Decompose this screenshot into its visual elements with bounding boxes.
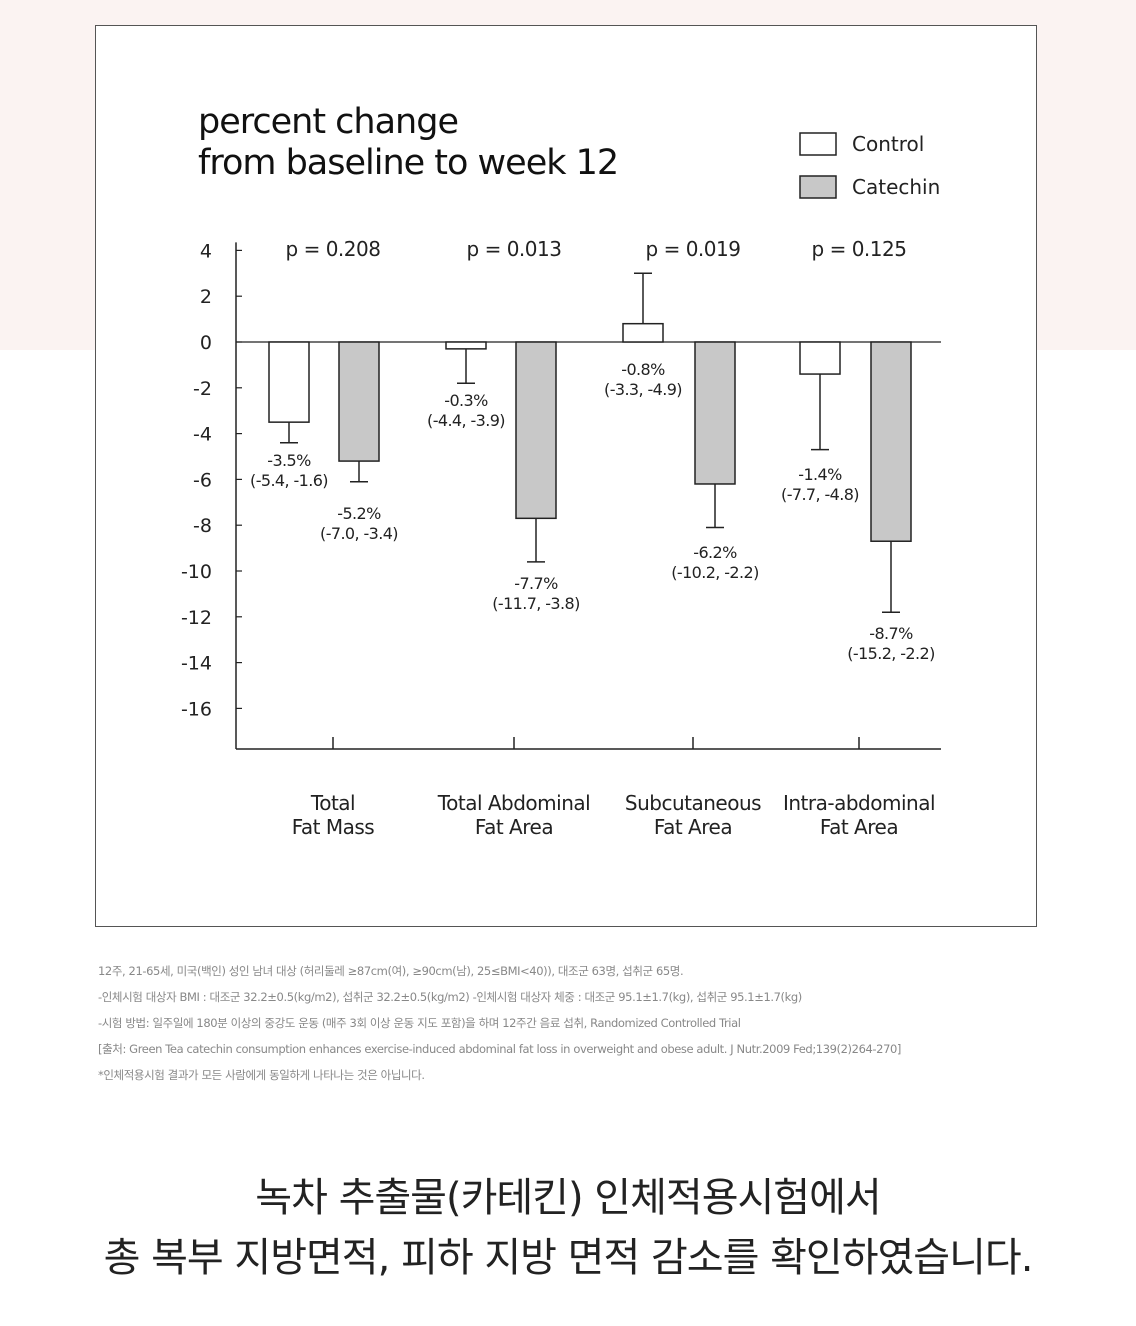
x-tick-label: Total Abdominal bbox=[437, 791, 590, 815]
bar-control bbox=[268, 341, 310, 423]
y-tick-label: 0 bbox=[200, 332, 212, 354]
y-tick-label: -10 bbox=[181, 561, 212, 583]
footnotes: 12주, 21-65세, 미국(백인) 성인 남녀 대상 (허리둘레 ≥87cm… bbox=[98, 958, 1098, 1088]
x-tick-label: Fat Area bbox=[475, 815, 553, 839]
y-tick-label: -4 bbox=[193, 424, 212, 446]
p-value-label: p = 0.019 bbox=[646, 237, 741, 261]
chart-card: percent change from baseline to week 12 … bbox=[95, 25, 1037, 927]
bar-control bbox=[799, 341, 841, 375]
x-tick-label: Intra-abdominal bbox=[783, 791, 935, 815]
legend-swatch-catechin bbox=[799, 175, 837, 199]
data-label: (-15.2, -2.2) bbox=[847, 644, 934, 663]
data-label: -0.8% bbox=[621, 360, 665, 379]
y-tick-label: 4 bbox=[200, 240, 212, 262]
x-tick-label: Fat Area bbox=[820, 815, 898, 839]
headline: 녹차 추출물(카테킨) 인체적용시험에서 총 복부 지방면적, 피하 지방 면적… bbox=[0, 1168, 1136, 1288]
footnote-disclaimer: *인체적용시험 결과가 모든 사람에게 동일하게 나타나는 것은 아닙니다. bbox=[98, 1068, 425, 1082]
data-label: -5.2% bbox=[337, 504, 381, 523]
y-tick-label: -14 bbox=[181, 653, 212, 675]
bar-catechin bbox=[870, 341, 912, 542]
data-label: (-7.7, -4.8) bbox=[781, 485, 859, 504]
data-label: -7.7% bbox=[514, 574, 558, 593]
headline-line-1: 녹차 추출물(카테킨) 인체적용시험에서 bbox=[255, 1175, 881, 1221]
y-tick-label: -12 bbox=[181, 607, 212, 629]
x-tick-label: Fat Area bbox=[654, 815, 732, 839]
data-label: -0.3% bbox=[444, 391, 488, 410]
y-tick-label: -16 bbox=[181, 698, 212, 720]
chart-title-line-2: from baseline to week 12 bbox=[198, 143, 619, 183]
y-tick-label: -2 bbox=[193, 378, 212, 400]
data-label: (-10.2, -2.2) bbox=[671, 563, 758, 582]
p-value-label: p = 0.208 bbox=[286, 237, 381, 261]
chart-title: percent change from baseline to week 12 bbox=[198, 102, 758, 184]
footnote-study-design: 12주, 21-65세, 미국(백인) 성인 남녀 대상 (허리둘레 ≥87cm… bbox=[98, 964, 684, 978]
bar-catechin bbox=[515, 341, 557, 520]
data-label: (-5.4, -1.6) bbox=[250, 471, 328, 490]
data-label: (-3.3, -4.9) bbox=[604, 380, 682, 399]
data-label: -8.7% bbox=[869, 624, 913, 643]
p-value-label: p = 0.125 bbox=[812, 237, 907, 261]
headline-line-2: 총 복부 지방면적, 피하 지방 면적 감소를 확인하였습니다. bbox=[103, 1235, 1034, 1281]
legend-label-control: Control bbox=[852, 132, 924, 156]
footnote-method: -시험 방법: 일주일에 180분 이상의 중강도 운동 (매주 3회 이상 운… bbox=[98, 1016, 741, 1030]
legend-label-catechin: Catechin bbox=[852, 175, 940, 199]
chart-title-line-1: percent change bbox=[198, 102, 459, 142]
bar-catechin bbox=[338, 341, 380, 462]
x-tick-label: Fat Mass bbox=[292, 815, 375, 839]
x-tick-label: Subcutaneous bbox=[625, 791, 761, 815]
bar-control bbox=[445, 341, 487, 350]
y-tick-label: 2 bbox=[200, 286, 212, 308]
footnote-subjects: -인체시험 대상자 BMI : 대조군 32.2±0.5(kg/m2), 섭취군… bbox=[98, 990, 802, 1004]
bar-catechin bbox=[694, 341, 736, 485]
data-label: (-11.7, -3.8) bbox=[492, 594, 579, 613]
data-label: -1.4% bbox=[798, 465, 842, 484]
data-label: (-4.4, -3.9) bbox=[427, 411, 505, 430]
data-label: (-7.0, -3.4) bbox=[320, 524, 398, 543]
y-tick-label: -8 bbox=[193, 515, 212, 537]
p-value-label: p = 0.013 bbox=[467, 237, 562, 261]
x-tick-label: Total bbox=[310, 791, 355, 815]
y-tick-label: -6 bbox=[193, 469, 212, 491]
data-label: -6.2% bbox=[693, 543, 737, 562]
legend-swatch-control bbox=[799, 132, 837, 156]
footnote-source: [출처: Green Tea catechin consumption enha… bbox=[98, 1042, 901, 1056]
bar-control bbox=[622, 322, 664, 343]
data-label: -3.5% bbox=[267, 451, 311, 470]
